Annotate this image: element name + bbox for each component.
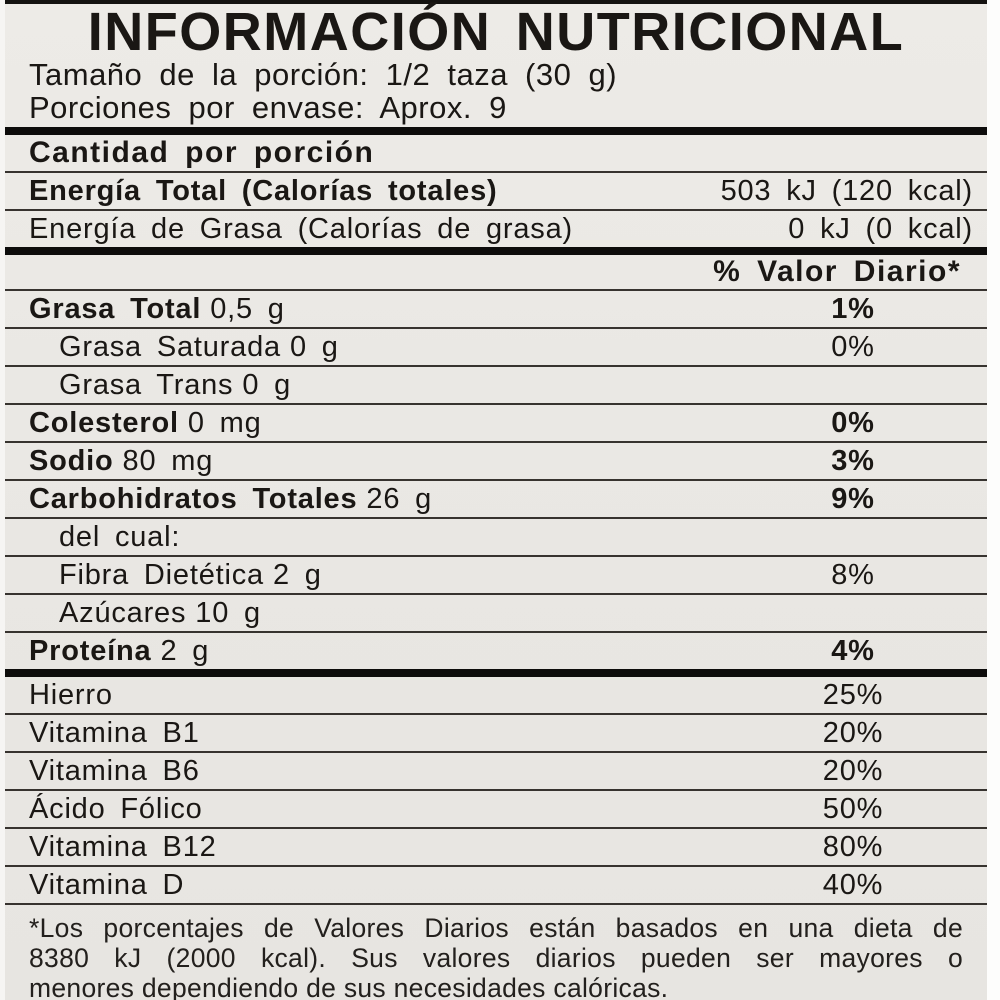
nutrient-amount: 80 mg xyxy=(122,444,214,477)
serving-line: Tamaño de la porción: 1/2 taza (30 g) xyxy=(29,56,618,92)
nutrient-daily-value: 1% xyxy=(831,292,875,325)
nutrient-daily-value: 3% xyxy=(831,444,875,477)
energy-name: Energía Total (Calorías totales) xyxy=(29,174,498,207)
nutrient-name: Grasa Total xyxy=(29,292,202,325)
energy-row: Energía de Grasa (Calorías de grasa) 0 k… xyxy=(5,209,987,247)
nutrient-row: Carbohidratos Totales 26 g 9% xyxy=(5,479,987,517)
vitamin-name: Vitamina B1 xyxy=(29,716,200,749)
nutrition-label: INFORMACIÓN NUTRICIONAL Tamaño de la por… xyxy=(5,0,987,1000)
amount-per-serving-header: Cantidad por porción xyxy=(29,136,375,169)
nutrient-daily-value: 0% xyxy=(831,330,875,363)
vitamin-name: Vitamina B12 xyxy=(29,830,217,863)
nutrient-name: del cual: xyxy=(59,520,181,553)
nutrient-amount: 0 g xyxy=(289,330,339,363)
daily-value-header: % Valor Diario* xyxy=(713,255,961,288)
nutrient-name: Azúcares xyxy=(59,596,187,629)
energy-value: 0 kJ (0 kcal) xyxy=(788,212,973,245)
nutrient-name: Proteína xyxy=(29,634,152,667)
nutrient-name: Sodio xyxy=(29,444,114,477)
vitamin-row: Vitamina D 40% xyxy=(5,865,987,903)
nutrient-section: Grasa Total 0,5 g 1% Grasa Saturada 0 g … xyxy=(5,291,987,669)
vitamin-name: Vitamina B6 xyxy=(29,754,200,787)
vitamin-section: Hierro 25% Vitamina B1 20% Vitamina B6 2… xyxy=(5,677,987,903)
energy-value: 503 kJ (120 kcal) xyxy=(720,174,973,207)
vitamin-row: Hierro 25% xyxy=(5,677,987,713)
thin-rule xyxy=(5,289,987,291)
nutrient-amount: 10 g xyxy=(195,596,261,629)
footnote-line: menores dependiendo de sus necesidades c… xyxy=(29,973,669,1000)
nutrient-name: Grasa Saturada xyxy=(59,330,281,363)
nutrient-amount: 0 mg xyxy=(187,406,262,439)
nutrient-row: Sodio 80 mg 3% xyxy=(5,441,987,479)
nutrient-daily-value: 9% xyxy=(831,482,875,515)
vitamin-daily-value: 40% xyxy=(822,868,884,901)
nutrient-row: Azúcares 10 g xyxy=(5,593,987,631)
vitamin-daily-value: 50% xyxy=(822,792,884,825)
nutrient-row: Fibra Dietética 2 g 8% xyxy=(5,555,987,593)
nutrient-name: Carbohidratos Totales xyxy=(29,482,358,515)
nutrient-amount: 26 g xyxy=(366,482,433,515)
footnote-line: *Los porcentajes de Valores Diarios está… xyxy=(29,913,963,943)
label-title: INFORMACIÓN NUTRICIONAL xyxy=(87,2,905,62)
nutrient-row: Colesterol 0 mg 0% xyxy=(5,403,987,441)
nutrient-amount: 0 g xyxy=(242,368,292,401)
nutrient-amount: 2 g xyxy=(272,558,322,591)
vitamin-daily-value: 20% xyxy=(822,716,884,749)
nutrient-amount: 0,5 g xyxy=(210,292,285,325)
energy-section: Energía Total (Calorías totales) 503 kJ … xyxy=(5,173,987,247)
vitamin-row: Ácido Fólico 50% xyxy=(5,789,987,827)
serving-info: Tamaño de la porción: 1/2 taza (30 g) Por… xyxy=(5,56,987,127)
vitamin-name: Ácido Fólico xyxy=(29,792,203,825)
thin-rule xyxy=(5,171,987,173)
vitamin-daily-value: 25% xyxy=(822,678,884,711)
nutrient-name: Fibra Dietética xyxy=(59,558,264,591)
vitamin-daily-value: 80% xyxy=(822,830,884,863)
vitamin-row: Vitamina B6 20% xyxy=(5,751,987,789)
nutrient-row: Grasa Total 0,5 g 1% xyxy=(5,291,987,327)
vitamin-name: Vitamina D xyxy=(29,868,185,901)
top-border-line xyxy=(5,0,987,4)
vitamin-name: Hierro xyxy=(29,678,113,711)
vitamin-daily-value: 20% xyxy=(822,754,884,787)
vitamin-row: Vitamina B1 20% xyxy=(5,713,987,751)
nutrient-daily-value: 8% xyxy=(831,558,875,591)
nutrient-name: Colesterol xyxy=(29,406,179,439)
nutrient-name: Grasa Trans xyxy=(59,368,234,401)
nutrient-row: Proteína 2 g 4% xyxy=(5,631,987,669)
nutrient-amount: 2 g xyxy=(160,634,210,667)
nutrient-daily-value: 0% xyxy=(831,406,875,439)
nutrient-row: del cual: xyxy=(5,517,987,555)
nutrient-row: Grasa Trans 0 g xyxy=(5,365,987,403)
nutrient-daily-value: 4% xyxy=(831,634,875,667)
energy-name: Energía de Grasa (Calorías de grasa) xyxy=(29,212,573,245)
nutrient-row: Grasa Saturada 0 g 0% xyxy=(5,327,987,365)
thick-separator-1 xyxy=(5,127,987,135)
serving-line: Porciones por envase: Aprox. 9 xyxy=(29,89,507,125)
daily-value-footnote: *Los porcentajes de Valores Diarios está… xyxy=(5,905,987,1000)
vitamin-row: Vitamina B12 80% xyxy=(5,827,987,865)
footnote-line: 8380 kJ (2000 kcal). Sus valores diarios… xyxy=(29,943,963,973)
energy-row: Energía Total (Calorías totales) 503 kJ … xyxy=(5,173,987,209)
thick-separator-3 xyxy=(5,669,987,677)
thick-separator-2 xyxy=(5,247,987,255)
thin-rule xyxy=(5,903,987,905)
